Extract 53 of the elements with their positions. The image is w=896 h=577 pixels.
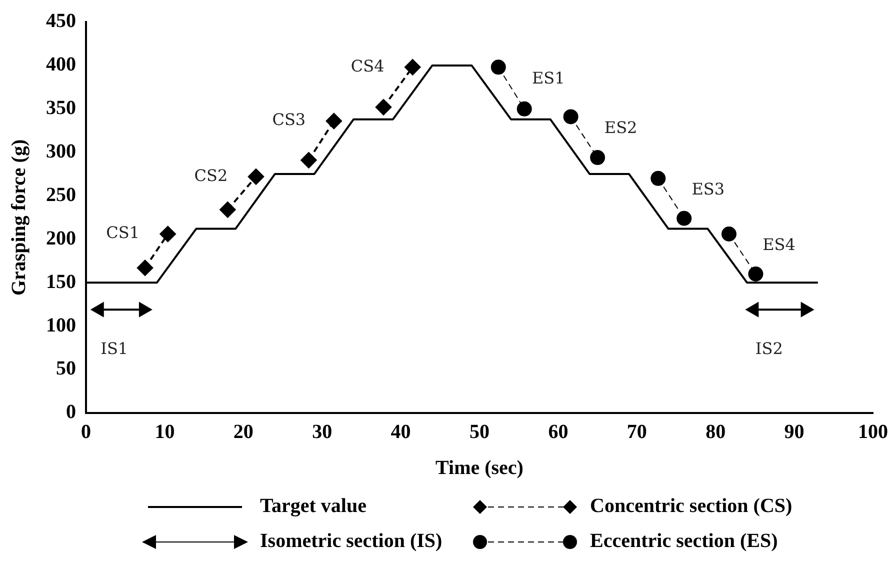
x-tick-label: 0 (81, 421, 91, 444)
annotation: CS3 (272, 110, 306, 130)
y-tick-label: 400 (46, 54, 76, 76)
point (516, 101, 532, 116)
annotation: CS4 (350, 56, 384, 76)
x-axis-title: Time (sec) (436, 457, 524, 480)
y-tick-label: 50 (56, 358, 76, 380)
y-tick-label: 350 (46, 97, 76, 120)
y-tick-label: 250 (46, 184, 76, 206)
point (326, 113, 342, 130)
x-tick-label: 30 (312, 421, 332, 444)
legend-label: Eccentric section (ES) (590, 530, 778, 553)
point (748, 266, 764, 282)
annotation: ES1 (532, 68, 565, 88)
y-tick-label: 200 (46, 227, 76, 250)
point (590, 150, 606, 166)
legend-label: Concentric section (CS) (590, 495, 792, 518)
annotation: ES3 (692, 180, 725, 199)
point (404, 59, 421, 76)
y-tick-label: 100 (46, 314, 76, 336)
y-axis-title: Grasping force (g) (8, 139, 30, 296)
legend-label: Target value (260, 495, 366, 518)
x-tick-label: 70 (626, 421, 647, 444)
point (650, 170, 666, 186)
annotation: IS1 (100, 338, 128, 358)
point (220, 202, 236, 218)
point (490, 60, 506, 75)
point (721, 226, 736, 242)
annotation: ES4 (762, 235, 796, 254)
annotation: ES2 (604, 118, 638, 137)
point (676, 210, 692, 226)
y-tick-label: 450 (46, 10, 76, 32)
point (375, 99, 392, 116)
point (137, 260, 154, 276)
x-tick-label: 50 (470, 421, 490, 444)
point (563, 109, 578, 124)
annotation: CS2 (194, 166, 228, 185)
y-tick-label: 300 (46, 140, 76, 163)
point (248, 168, 264, 185)
x-tick-label: 90 (784, 421, 804, 444)
x-tick-label: 40 (390, 421, 411, 444)
annotation: CS1 (106, 223, 140, 242)
x-tick-label: 80 (706, 421, 726, 444)
legend-label: Isometric section (IS) (260, 530, 442, 553)
x-tick-label: 100 (858, 421, 888, 444)
x-tick-label: 60 (548, 421, 568, 444)
point (160, 226, 176, 242)
annotation: IS2 (755, 338, 783, 358)
point (300, 152, 317, 168)
y-tick-label: 150 (46, 270, 76, 293)
y-tick-label: 0 (66, 401, 76, 424)
x-tick-label: 20 (233, 421, 254, 444)
x-tick-label: 10 (154, 421, 175, 444)
